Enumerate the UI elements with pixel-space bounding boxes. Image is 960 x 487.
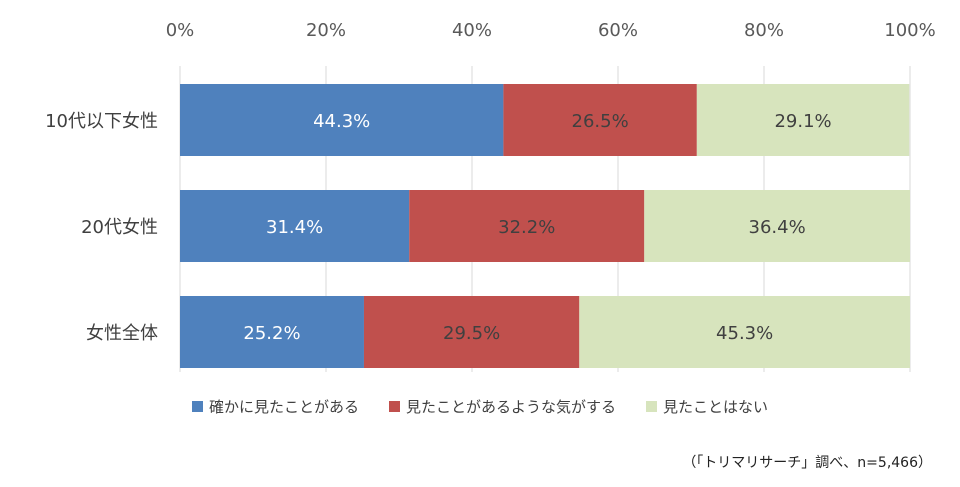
data-label: 25.2% <box>243 323 300 344</box>
category-label: 10代以下女性 <box>45 111 158 132</box>
x-axis-ticks: 0% 20% 40% 60% 80% 100% <box>166 20 936 41</box>
bar-segment <box>180 296 364 368</box>
data-label: 31.4% <box>266 217 323 238</box>
bar-segment <box>696 84 910 156</box>
category-label: 女性全体 <box>86 323 158 344</box>
category-label: 20代女性 <box>81 217 158 238</box>
data-label: 45.3% <box>716 323 773 344</box>
bar-segment <box>180 84 504 156</box>
data-label: 36.4% <box>749 217 806 238</box>
bars: 44.3% 26.5% 29.1% 31.4% 32.2% 36.4% 25.2% 29.5%… <box>180 84 910 368</box>
legend-item: 見たことがあるような気がする <box>388 396 616 417</box>
legend-item: 確かに見たことがある <box>191 396 359 417</box>
x-tick-label: 80% <box>744 20 784 41</box>
bar-segment <box>579 296 910 368</box>
legend-label: 見たことはない <box>663 398 769 416</box>
data-label: 26.5% <box>572 111 629 132</box>
legend-swatch <box>646 401 657 412</box>
legend-swatch <box>388 401 400 412</box>
legend-label: 見たことがあるような気がする <box>405 398 616 416</box>
x-tick-label: 60% <box>598 20 638 41</box>
source-note: （「トリマリサーチ」調べ、n=5,466） <box>682 455 932 471</box>
bar-segment <box>363 296 580 368</box>
legend-label: 確かに見たことがある <box>208 398 359 416</box>
data-label: 29.1% <box>774 111 831 132</box>
bar-segment <box>644 190 910 262</box>
x-tick-label: 20% <box>306 20 346 41</box>
legend-swatch <box>191 401 203 412</box>
data-label: 32.2% <box>498 217 555 238</box>
x-tick-label: 100% <box>884 20 935 41</box>
x-tick-label: 40% <box>452 20 492 41</box>
bar-segment <box>503 84 697 156</box>
x-tick-label: 0% <box>166 20 195 41</box>
data-label: 29.5% <box>443 323 500 344</box>
legend-item: 見たことはない <box>646 396 768 417</box>
data-label: 44.3% <box>313 111 370 132</box>
bar-segment <box>409 190 645 262</box>
bar-segment <box>180 190 410 262</box>
legend: 確かに見たことがある 見たことがあるような気がする 見たことはない <box>0 396 960 417</box>
